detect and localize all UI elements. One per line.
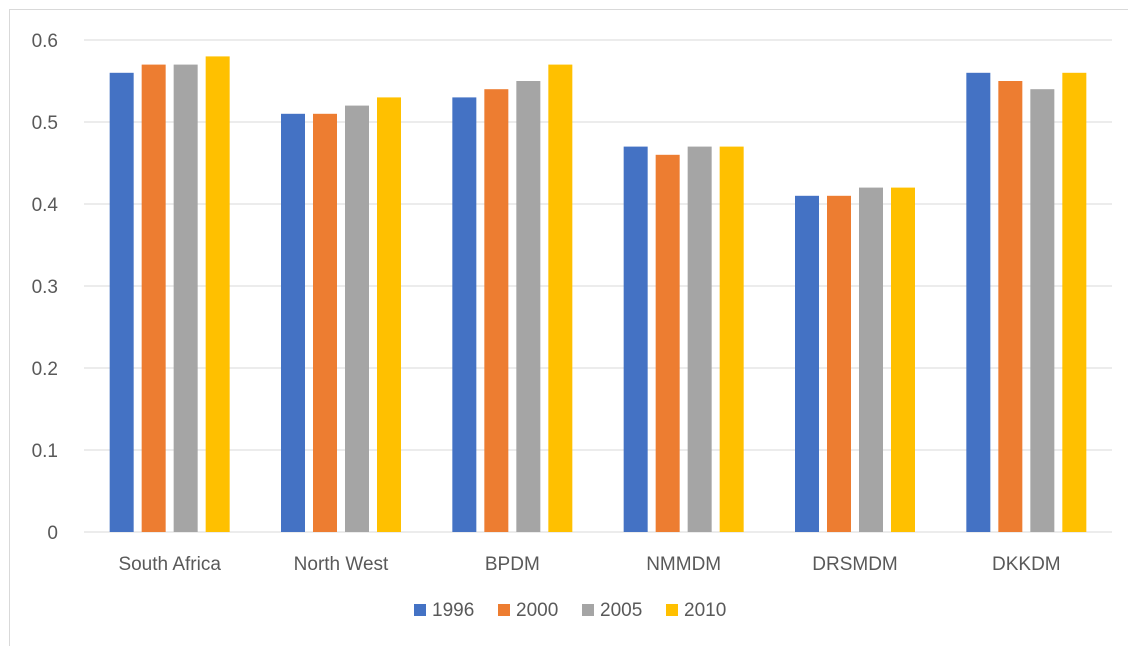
x-tick-label: BPDM: [485, 554, 540, 575]
legend-swatch: [666, 604, 678, 616]
y-tick-label: 0.1: [32, 441, 58, 462]
x-tick-label: NMMDM: [646, 554, 721, 575]
y-tick-label: 0.4: [32, 195, 59, 216]
y-tick-label: 0.3: [32, 277, 58, 298]
x-tick-label: DRSMDM: [812, 554, 898, 575]
bar: [377, 97, 401, 533]
bar: [345, 105, 369, 532]
legend-swatch: [414, 604, 426, 616]
y-tick-label: 0: [47, 523, 58, 544]
bar: [109, 72, 134, 533]
bar: [966, 72, 991, 533]
legend-label: 2005: [600, 600, 642, 621]
gridlines: [84, 39, 1112, 533]
x-tick-label: North West: [294, 554, 389, 575]
bar: [313, 113, 337, 533]
bar: [795, 195, 819, 533]
bars: [109, 56, 1087, 533]
x-tick-label: DKKDM: [992, 554, 1061, 575]
bar: [452, 97, 477, 533]
y-tick-label: 0.2: [32, 359, 58, 380]
legend-swatch: [498, 604, 510, 616]
x-axis-ticks: South Africa North West BPDM NMMDM DRSMDM DKK…: [118, 554, 1060, 575]
bar: [891, 187, 915, 532]
y-axis-ticks: 0 0.1 0.2 0.3 0.4 0.5 0.6: [32, 31, 59, 544]
bar: [516, 81, 541, 532]
bar: [484, 89, 509, 532]
bar: [655, 154, 680, 533]
legend-label: 2000: [516, 600, 558, 621]
bar: [859, 187, 883, 532]
legend: 1996 2000 2005 2010: [414, 600, 726, 621]
bar: [623, 146, 648, 532]
bar: [1030, 89, 1055, 532]
legend-label: 2010: [684, 600, 726, 621]
bar: [827, 195, 851, 533]
bar: [1062, 72, 1087, 533]
legend-swatch: [582, 604, 594, 616]
chart-frame: [9, 9, 1128, 646]
x-tick-label: South Africa: [118, 554, 221, 575]
bar: [687, 146, 712, 532]
legend-label: 1996: [432, 600, 474, 621]
y-tick-label: 0.6: [32, 31, 58, 52]
bar: [205, 56, 230, 533]
bar: [998, 81, 1023, 532]
bar: [281, 113, 305, 533]
bar: [141, 64, 166, 532]
bar: [719, 146, 744, 532]
y-tick-label: 0.5: [32, 113, 58, 134]
bar: [548, 64, 573, 532]
bar: [173, 64, 198, 532]
